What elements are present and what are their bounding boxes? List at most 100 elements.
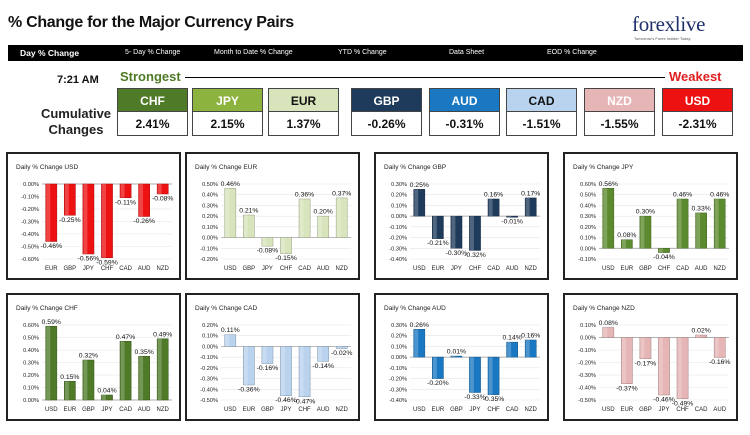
bar-chf — [101, 183, 113, 258]
bar-highlight — [262, 346, 267, 364]
y-tick-label: -0.40% — [21, 232, 39, 238]
bar-chf — [469, 215, 481, 251]
data-label: 0.49% — [153, 331, 172, 338]
nav-month-to-date[interactable]: Month to Date % Change — [214, 49, 293, 56]
bar-highlight — [102, 395, 106, 400]
strength-divider — [185, 77, 665, 78]
y-tick-label: 0.30% — [391, 182, 407, 188]
data-label: 0.36% — [295, 192, 314, 199]
currency-code-aud: AUD — [429, 88, 500, 112]
y-tick-label: -0.40% — [200, 387, 218, 393]
chart-title: Daily % Change CAD — [195, 305, 257, 312]
bar-gbp — [243, 214, 255, 238]
nav-5day-change[interactable]: 5- Day % Change — [125, 49, 181, 56]
currency-code-cad: CAD — [506, 88, 577, 112]
x-tick-label: USD — [224, 407, 237, 413]
x-tick-label: NZD — [525, 266, 538, 272]
nav-ytd-change[interactable]: YTD % Change — [338, 49, 387, 56]
x-tick-label: GBP — [243, 266, 256, 272]
y-tick-label: 0.20% — [23, 373, 39, 379]
x-tick-label: CHF — [469, 266, 482, 272]
data-label: -0.26% — [133, 218, 155, 225]
data-label: 0.30% — [636, 209, 655, 216]
x-tick-label: JPY — [280, 407, 291, 413]
x-tick-label: EUR — [432, 407, 445, 413]
y-tick-label: 0.40% — [202, 193, 218, 199]
y-tick-label: 0.30% — [580, 214, 596, 220]
data-label: -0.33% — [464, 394, 486, 401]
y-tick-label: -0.10% — [200, 355, 218, 361]
y-tick-label: -0.10% — [389, 225, 407, 231]
nav-eod-change[interactable]: EOD % Change — [547, 49, 597, 56]
bar-chart: Daily % Change EUR 0.50% 0.40% 0.30% 0.20% 0.… — [195, 164, 351, 272]
y-tick-label: 0.30% — [202, 203, 218, 209]
data-label: -0.49% — [672, 400, 694, 407]
chart-panel-jpy: Daily % Change JPY 0.60% 0.50% 0.40% 0.30% 0.… — [563, 152, 738, 280]
bar-highlight — [157, 338, 162, 400]
data-label: -0.25% — [59, 217, 81, 224]
x-tick-label: CAD — [119, 266, 132, 272]
x-tick-label: GBP — [450, 407, 463, 413]
data-label: -0.35% — [483, 396, 505, 403]
x-tick-label: EUR — [432, 266, 445, 272]
x-tick-label: USD — [224, 266, 237, 272]
bar-nzd — [335, 346, 348, 349]
x-tick-label: JPY — [83, 266, 94, 272]
y-tick-label: 0.50% — [202, 182, 218, 188]
bar-highlight — [64, 381, 69, 400]
data-label: -0.46% — [41, 243, 63, 250]
bar-gbp — [64, 183, 76, 216]
bar-highlight — [225, 188, 230, 238]
y-tick-label: -0.30% — [200, 377, 218, 383]
x-tick-label: NZD — [157, 407, 170, 413]
y-tick-label: -0.30% — [389, 246, 407, 252]
nav-data-sheet[interactable]: Data Sheet — [449, 49, 485, 56]
y-tick-label: -0.10% — [200, 246, 218, 252]
data-label: 0.26% — [410, 322, 429, 329]
y-tick-label: 0.60% — [580, 182, 596, 188]
x-tick-label: CAD — [676, 266, 689, 272]
bar-nzd — [524, 339, 537, 358]
bar-chart: Daily % Change NZD 0.10% 0.00% -0.10% -0.20%… — [573, 305, 731, 413]
data-label: -0.08% — [152, 196, 174, 203]
y-tick-label: -0.30% — [389, 387, 407, 393]
x-tick-label: CHF — [658, 266, 671, 272]
x-tick-label: CHF — [487, 407, 500, 413]
y-tick-label: 0.20% — [202, 214, 218, 220]
data-label: 0.16% — [484, 192, 503, 199]
bar-cad — [487, 198, 500, 217]
currency-value-aud: -0.31% — [429, 112, 500, 136]
bar-highlight — [603, 188, 608, 249]
data-label: -0.16% — [709, 359, 731, 366]
y-tick-label: -0.40% — [389, 257, 407, 263]
data-label: -0.46% — [275, 397, 297, 404]
bar-highlight — [83, 360, 88, 400]
bar-highlight — [243, 346, 248, 385]
x-tick-label: CAD — [119, 407, 132, 413]
bar-highlight — [603, 327, 608, 338]
data-label: -0.08% — [257, 248, 279, 255]
bar-eur — [45, 183, 58, 242]
x-tick-label: CAD — [298, 266, 311, 272]
x-tick-label: NZD — [336, 407, 349, 413]
chart-panel-chf: Daily % Change CHF 0.60% 0.50% 0.40% 0.30% 0.… — [6, 293, 181, 421]
x-tick-label: USD — [413, 266, 426, 272]
y-tick-label: -0.20% — [200, 366, 218, 372]
bar-highlight — [488, 357, 493, 395]
nav-day-change[interactable]: Day % Change — [20, 48, 80, 58]
y-tick-label: -0.20% — [200, 257, 218, 263]
data-label: -0.02% — [331, 350, 353, 357]
x-tick-label: AUD — [317, 407, 330, 413]
bar-usd — [45, 326, 58, 401]
y-tick-label: -0.50% — [578, 398, 596, 404]
forexlive-logo[interactable]: forexlive Tomorrow's Forex Insider Today — [632, 12, 732, 42]
chart-panel-gbp: Daily % Change GBP 0.30% 0.20% 0.10% 0.00% -0… — [374, 152, 549, 280]
logo-tagline: Tomorrow's Forex Insider Today — [634, 36, 691, 41]
y-tick-label: 0.20% — [202, 323, 218, 329]
bar-jpy — [280, 346, 292, 396]
data-label: 0.01% — [447, 349, 466, 356]
currency-code-chf: CHF — [117, 88, 188, 112]
bar-aud — [317, 215, 329, 238]
bar-highlight — [525, 197, 530, 217]
bar-highlight — [640, 337, 645, 359]
